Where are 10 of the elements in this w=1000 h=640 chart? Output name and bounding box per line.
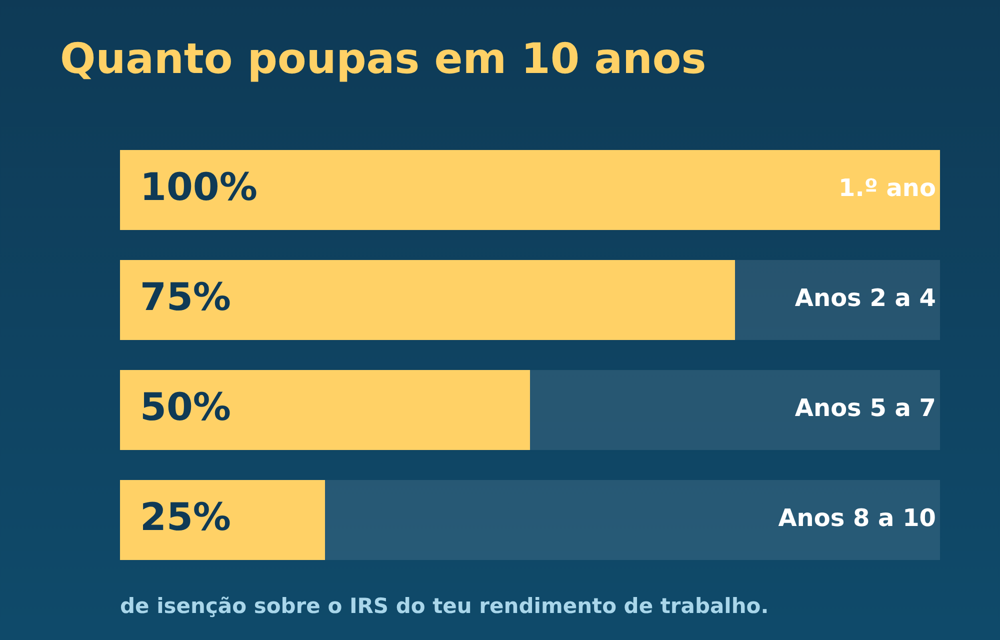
data-label: 50% — [140, 384, 231, 429]
y-tick-label: Anos 8 a 10 — [778, 504, 936, 532]
y-tick-label: 1.º ano — [838, 174, 936, 202]
data-label: 100% — [140, 164, 258, 209]
text: de isenção sobre o IRS do teu rendimento de trabalho. — [120, 594, 769, 618]
data-label: 25% — [140, 494, 231, 539]
y-tick-label: Anos 2 a 4 — [794, 284, 936, 312]
data-label: 75% — [140, 274, 231, 319]
chart-title: Quanto poupas em 10 anos — [60, 34, 706, 83]
y-tick-label: Anos 5 a 7 — [794, 394, 936, 422]
